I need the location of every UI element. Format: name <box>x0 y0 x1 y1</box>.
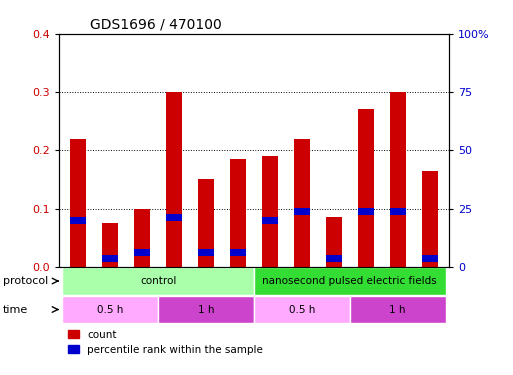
Text: protocol: protocol <box>3 276 48 286</box>
Bar <box>262 217 278 223</box>
Bar <box>102 255 118 261</box>
Bar <box>134 249 150 256</box>
Text: 0.5 h: 0.5 h <box>97 304 123 315</box>
Bar <box>350 296 446 323</box>
Text: control: control <box>140 276 176 286</box>
Bar <box>358 208 374 215</box>
Text: 0.5 h: 0.5 h <box>289 304 315 315</box>
Bar <box>254 267 446 295</box>
Bar <box>62 296 158 323</box>
Bar <box>390 92 406 267</box>
Bar <box>230 159 246 267</box>
Bar <box>422 255 438 261</box>
Bar <box>134 209 150 267</box>
Text: 1 h: 1 h <box>198 304 214 315</box>
Bar <box>70 139 86 267</box>
Bar <box>102 223 118 267</box>
Bar <box>166 92 182 267</box>
Legend: count, percentile rank within the sample: count, percentile rank within the sample <box>64 326 267 359</box>
Bar <box>294 208 310 215</box>
Bar <box>158 296 254 323</box>
Bar <box>198 179 214 267</box>
Bar <box>230 249 246 256</box>
Text: time: time <box>3 304 28 315</box>
Bar <box>390 208 406 215</box>
Text: GDS1696 / 470100: GDS1696 / 470100 <box>90 17 222 31</box>
Bar <box>254 296 350 323</box>
Text: nanosecond pulsed electric fields: nanosecond pulsed electric fields <box>263 276 437 286</box>
Bar <box>198 249 214 256</box>
Bar <box>358 110 374 267</box>
Bar <box>166 214 182 221</box>
Bar <box>62 267 254 295</box>
Bar <box>326 255 342 261</box>
Bar <box>294 139 310 267</box>
Bar <box>262 156 278 267</box>
Text: 1 h: 1 h <box>389 304 406 315</box>
Bar <box>70 217 86 223</box>
Bar <box>422 171 438 267</box>
Bar <box>326 217 342 267</box>
